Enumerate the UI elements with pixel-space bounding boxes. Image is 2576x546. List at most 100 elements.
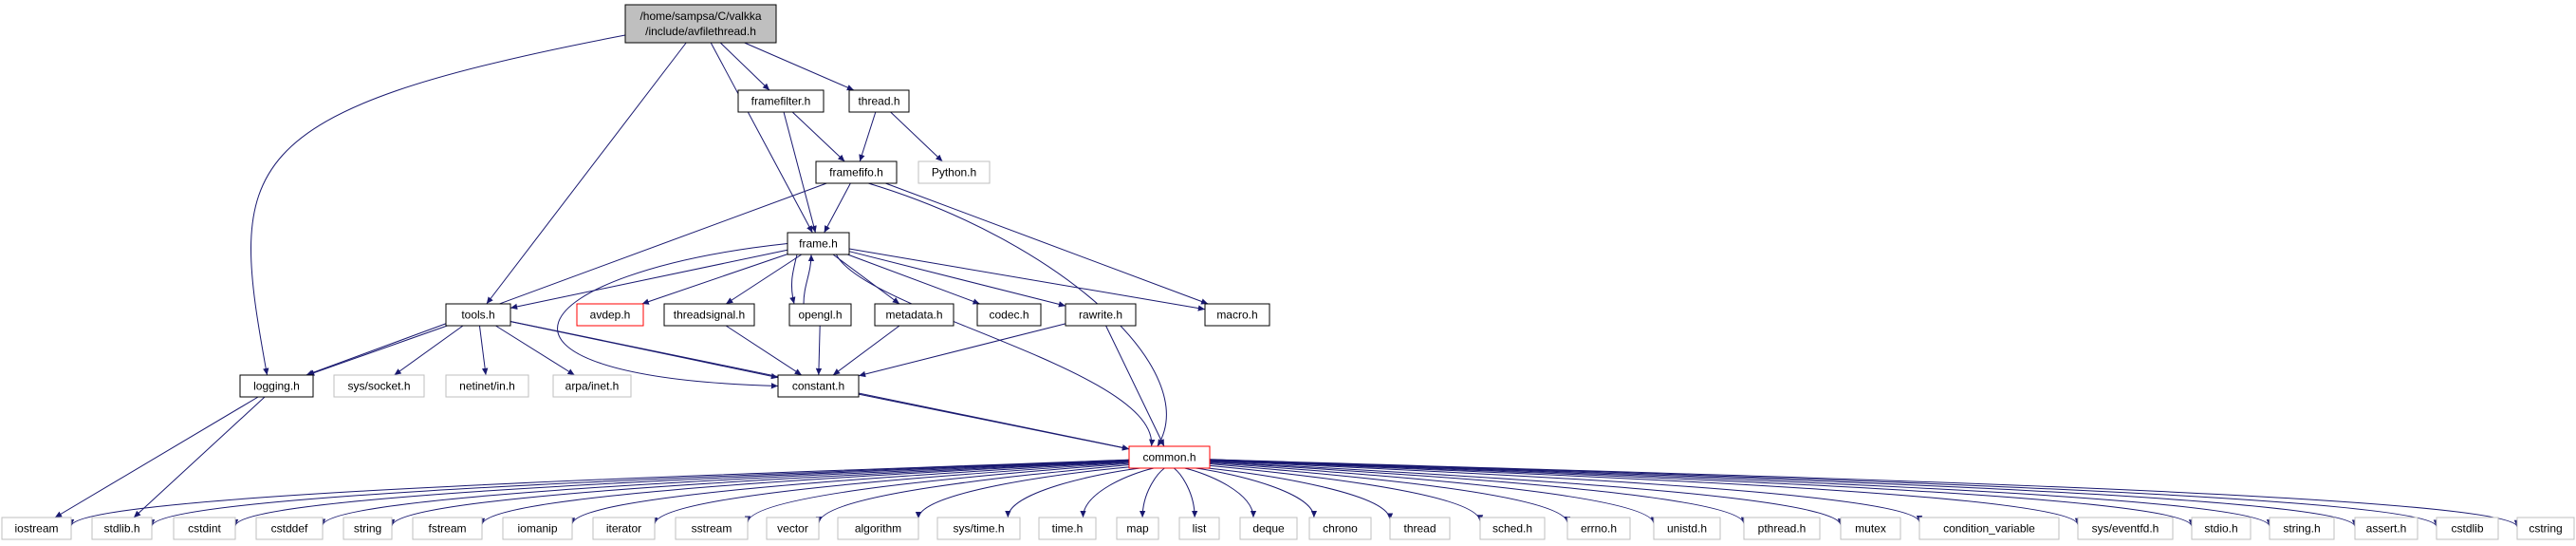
edge-framefilter-to-frame xyxy=(783,111,817,234)
node-rawrite[interactable]: rawrite.h xyxy=(1065,303,1137,327)
node-iterator-label: iterator xyxy=(606,522,641,536)
node-arpainet-box xyxy=(552,374,632,398)
edge-common-to-systime xyxy=(1005,467,1140,518)
node-constant[interactable]: constant.h xyxy=(777,374,860,398)
node-list: list xyxy=(1178,517,1220,540)
node-metadata-box xyxy=(874,303,954,327)
node-chrono-label: chrono xyxy=(1323,522,1358,536)
node-stringh: string.h xyxy=(2269,517,2335,540)
node-cstring: cstring xyxy=(2516,517,2575,540)
edge-frame-to-macro xyxy=(848,248,1206,311)
edge-common-to-algorithm xyxy=(915,466,1130,519)
node-string: string xyxy=(343,517,393,540)
edge-common-to-mutex xyxy=(1209,461,1844,526)
edge-frame-to-metadata xyxy=(832,254,900,305)
node-stdio-label: stdio.h xyxy=(2204,522,2237,536)
node-metadata[interactable]: metadata.h xyxy=(874,303,954,327)
edge-thread-to-python xyxy=(890,111,943,162)
node-time-label: time.h xyxy=(1052,522,1084,536)
node-stdio: stdio.h xyxy=(2191,517,2252,540)
node-map: map xyxy=(1116,517,1159,540)
node-iomanip-label: iomanip xyxy=(517,522,557,536)
edge-common-to-pthread xyxy=(1209,461,1748,524)
node-framefilter[interactable]: framefilter.h xyxy=(737,89,825,113)
node-codec[interactable]: codec.h xyxy=(976,303,1042,327)
edge-common-to-string xyxy=(388,460,1130,527)
edge-tools-to-syssocket xyxy=(394,325,464,376)
node-threadstd: thread xyxy=(1389,517,1451,540)
node-iostream-label: iostream xyxy=(14,522,58,536)
node-frame[interactable]: frame.h xyxy=(787,232,850,255)
node-mutex-box xyxy=(1840,517,1901,540)
node-cstdint: cstdint xyxy=(173,517,236,540)
edge-threadsignal-to-constant xyxy=(725,325,803,376)
node-algorithm: algorithm xyxy=(837,517,919,540)
node-python: Python.h xyxy=(917,160,991,184)
node-assert-box xyxy=(2354,517,2418,540)
node-stdlib: stdlib.h xyxy=(91,517,153,540)
node-root[interactable]: /home/sampsa/C/valkka/include/avfilethre… xyxy=(624,4,777,44)
node-tools-box xyxy=(445,303,511,327)
node-macro-box xyxy=(1204,303,1270,327)
node-syssocket: sys/socket.h xyxy=(333,374,425,398)
edge-common-to-condvar xyxy=(1209,460,1923,523)
node-assert: assert.h xyxy=(2354,517,2418,540)
node-errno-box xyxy=(1566,517,1631,540)
node-time-box xyxy=(1038,517,1097,540)
edge-tools-to-netinet xyxy=(478,325,489,376)
node-codec-box xyxy=(976,303,1042,327)
node-netinet: netinet/in.h xyxy=(445,374,529,398)
node-frame-box xyxy=(787,232,850,255)
node-threadsignal-label: threadsignal.h xyxy=(674,309,745,322)
edge-frame-to-tools xyxy=(510,249,788,311)
edge-root-to-logging xyxy=(250,34,626,376)
node-threadstd-label: thread xyxy=(1403,522,1436,536)
node-pthread-box xyxy=(1743,517,1821,540)
edge-common-to-time xyxy=(1080,467,1155,518)
node-condvar-label: condition_variable xyxy=(1943,522,2035,536)
node-netinet-box xyxy=(445,374,529,398)
node-threadsignal-box xyxy=(663,303,755,327)
edge-common-to-stdio xyxy=(1209,459,2196,527)
edge-common-to-cstdlib xyxy=(1209,459,2440,527)
edge-opengl-to-frame xyxy=(803,254,815,305)
node-tools-label: tools.h xyxy=(461,309,494,322)
node-assert-label: assert.h xyxy=(2366,522,2407,536)
node-algorithm-label: algorithm xyxy=(855,522,901,536)
node-condvar-box xyxy=(1918,517,2060,540)
node-threadsignal[interactable]: threadsignal.h xyxy=(663,303,755,327)
node-tools[interactable]: tools.h xyxy=(445,303,511,327)
node-common[interactable]: common.h xyxy=(1128,445,1211,469)
edge-frame-to-common xyxy=(835,254,1156,447)
node-deque-label: deque xyxy=(1252,522,1285,536)
node-opengl[interactable]: opengl.h xyxy=(788,303,852,327)
node-iostream-box xyxy=(1,517,72,540)
node-arpainet-label: arpa/inet.h xyxy=(565,380,620,393)
node-stdio-box xyxy=(2191,517,2252,540)
node-avdep-label: avdep.h xyxy=(590,309,631,322)
node-sched-label: sched.h xyxy=(1492,522,1532,536)
node-macro[interactable]: macro.h xyxy=(1204,303,1270,327)
edge-root-to-frame xyxy=(710,42,813,234)
node-thread[interactable]: thread.h xyxy=(848,89,910,113)
node-unistd-label: unistd.h xyxy=(1667,522,1707,536)
node-condvar: condition_variable xyxy=(1918,517,2060,540)
node-errno-label: errno.h xyxy=(1581,522,1617,536)
node-fstream-label: fstream xyxy=(428,522,466,536)
edge-frame-to-threadsignal xyxy=(725,254,803,305)
node-string-box xyxy=(343,517,393,540)
edge-common-to-cstddef xyxy=(319,460,1130,526)
node-systime-label: sys/time.h xyxy=(953,522,1004,536)
node-unistd-box xyxy=(1653,517,1721,540)
node-opengl-label: opengl.h xyxy=(798,309,842,322)
node-time: time.h xyxy=(1038,517,1097,540)
edge-frame-to-rawrite xyxy=(848,251,1066,308)
node-cstring-label: cstring xyxy=(2529,522,2562,536)
edge-common-to-list xyxy=(1174,467,1198,518)
node-pthread-label: pthread.h xyxy=(1758,522,1807,536)
node-logging[interactable]: logging.h xyxy=(239,374,314,398)
node-framefilter-label: framefilter.h xyxy=(751,95,811,108)
node-framefifo[interactable]: framefifo.h xyxy=(815,160,898,184)
node-avdep[interactable]: avdep.h xyxy=(576,303,644,327)
edge-constant-to-common xyxy=(858,393,1130,451)
